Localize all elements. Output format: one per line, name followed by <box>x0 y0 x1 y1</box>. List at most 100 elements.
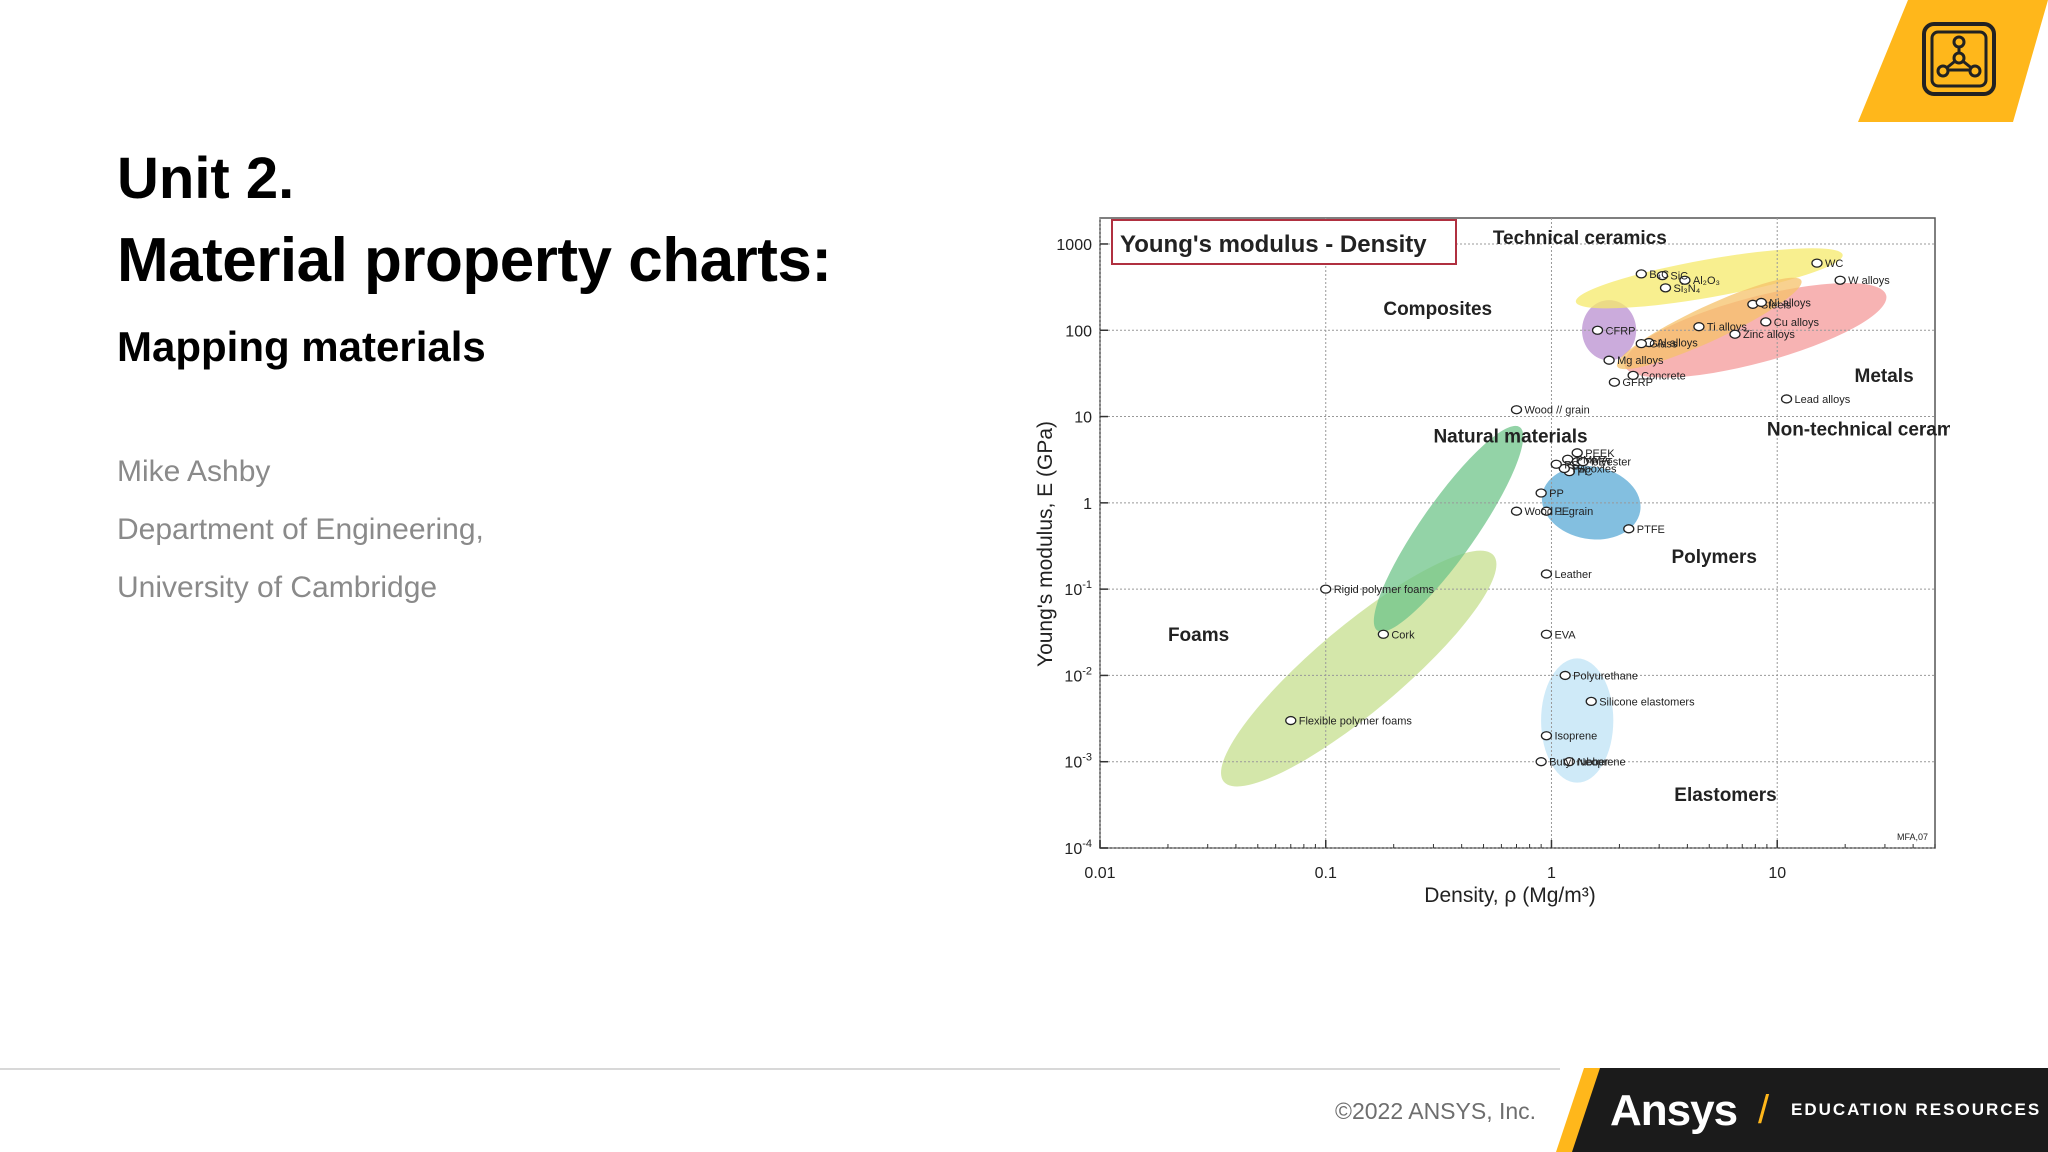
family-bubble <box>1221 550 1497 787</box>
material-label: Isoprene <box>1554 731 1597 743</box>
material-label: Leather <box>1554 569 1592 581</box>
material-label: Butyl rubber <box>1549 757 1609 769</box>
education-resources-label: EDUCATION RESOURCES <box>1791 1100 2042 1119</box>
family-bubble <box>1541 658 1614 783</box>
material-label: Glass <box>1649 339 1678 351</box>
author-department: Department of Engineering, <box>117 513 484 546</box>
material-point <box>1510 405 1523 415</box>
chart-title-box: Young's modulus - Density <box>1111 219 1457 265</box>
material-point <box>1591 325 1604 335</box>
material-point <box>1603 355 1615 365</box>
material-point <box>1535 488 1547 498</box>
material-property-chart: Al₂O₃ SiC Si₃N₄ B₄C Ti alloys Steels Ni alloys… <box>1030 214 1980 914</box>
material-label: PA <box>1572 464 1587 476</box>
material-point <box>1656 270 1669 281</box>
material-label: Rigid polymer foams <box>1334 584 1435 596</box>
material-label: PE <box>1554 506 1569 518</box>
family-bubble <box>1624 283 1887 378</box>
material-point <box>1558 463 1570 474</box>
material-point <box>1562 454 1574 464</box>
material-label: Mg alloys <box>1617 355 1664 367</box>
family-label: Technical ceramics <box>1493 228 1667 249</box>
material-point <box>1577 457 1589 467</box>
material-label: Al alloys <box>1657 338 1698 350</box>
chart-title: Young's modulus - Density <box>1120 231 1427 258</box>
material-point <box>1693 322 1705 332</box>
y-tick-label: 10 <box>1074 410 1092 427</box>
footer-divider <box>0 1068 1560 1070</box>
material-point <box>1659 283 1672 293</box>
family-bubble <box>1575 248 1843 309</box>
author-block: Mike Ashby Department of Engineering, Un… <box>117 454 484 628</box>
material-label: W alloys <box>1848 275 1890 287</box>
y-tick-label: 10-4 <box>1064 838 1092 858</box>
material-point <box>1563 757 1576 767</box>
family-bubbles <box>1221 248 1887 787</box>
material-point <box>1320 584 1332 594</box>
x-tick-label: 10 <box>1768 865 1786 882</box>
material-label: PP <box>1549 488 1564 500</box>
y-tick-label: 100 <box>1065 323 1092 340</box>
material-point <box>1571 448 1583 458</box>
material-label: Wood ⊥ grain <box>1525 506 1594 518</box>
family-label: Composites <box>1383 299 1492 320</box>
material-point <box>1755 297 1767 308</box>
material-point <box>1608 377 1621 387</box>
material-point <box>1811 258 1823 268</box>
y-tick-label: 1000 <box>1056 237 1092 254</box>
material-point <box>1540 506 1553 516</box>
author-name: Mike Ashby <box>117 455 271 488</box>
material-label: CFRP <box>1606 325 1636 337</box>
material-label: Ni alloys <box>1769 297 1811 309</box>
material-label: GFRP <box>1622 377 1653 389</box>
brand-separator: / <box>1758 1088 1770 1132</box>
unit-label: Unit 2. <box>117 146 295 211</box>
y-tick-label: 10-3 <box>1064 752 1092 772</box>
material-label: Neoprene <box>1577 757 1625 769</box>
x-tick-label: 1 <box>1547 865 1556 882</box>
material-label: Al₂O₃ <box>1693 275 1720 287</box>
material-point <box>1635 269 1647 279</box>
material-point <box>1540 731 1553 741</box>
x-axis-label: Density, ρ (Mg/m³) <box>1424 884 1595 907</box>
material-label: PTFE <box>1637 524 1665 536</box>
material-label: EVA <box>1554 629 1576 641</box>
material-label: PEEK <box>1585 448 1615 460</box>
material-point <box>1559 670 1571 681</box>
material-label: SiC <box>1670 271 1688 283</box>
y-tick-label: 10-2 <box>1064 665 1092 685</box>
copyright-text: ©2022 ANSYS, Inc. <box>1335 1098 1537 1124</box>
y-tick-label: 10-1 <box>1064 579 1092 599</box>
material-label: Silicone elastomers <box>1599 696 1695 708</box>
material-point <box>1535 757 1547 767</box>
chart-axes: 0.01 0.1 1 10 1000 100 10 1 10-1 10-2 10-3 10-4 <box>1056 237 1936 882</box>
material-point <box>1627 370 1639 381</box>
material-point <box>1585 696 1597 707</box>
material-label: Zinc alloys <box>1743 329 1795 341</box>
material-label: B₄C <box>1649 269 1669 281</box>
logo-badge <box>1858 0 2048 122</box>
material-point <box>1635 338 1647 349</box>
family-bubble <box>1373 425 1524 632</box>
ansys-logo: Ansys <box>1610 1086 1738 1135</box>
material-label: Cork <box>1391 629 1415 641</box>
material-point <box>1760 317 1772 327</box>
material-point <box>1679 275 1691 285</box>
author-university: University of Cambridge <box>117 571 438 604</box>
family-label: Metals <box>1855 366 1914 387</box>
material-point <box>1550 459 1562 469</box>
material-label: PC <box>1577 467 1592 479</box>
material-point <box>1729 329 1741 339</box>
y-axis-label: Young's modulus, E (GPa) <box>1034 421 1057 667</box>
chart-watermark: MFA,07 <box>1897 832 1928 842</box>
material-label: Steels <box>1761 299 1792 311</box>
network-nodes-icon <box>1922 22 1996 96</box>
material-label: Ti alloys <box>1707 322 1747 334</box>
material-label: PMMA <box>1576 454 1610 466</box>
material-point <box>1623 524 1635 534</box>
family-label: Non-technical ceramics <box>1767 420 1950 441</box>
material-point <box>1377 629 1390 639</box>
y-tick-label: 1 <box>1083 496 1092 513</box>
family-label: Polymers <box>1671 547 1757 568</box>
slide-title: Material property charts: <box>117 226 832 295</box>
